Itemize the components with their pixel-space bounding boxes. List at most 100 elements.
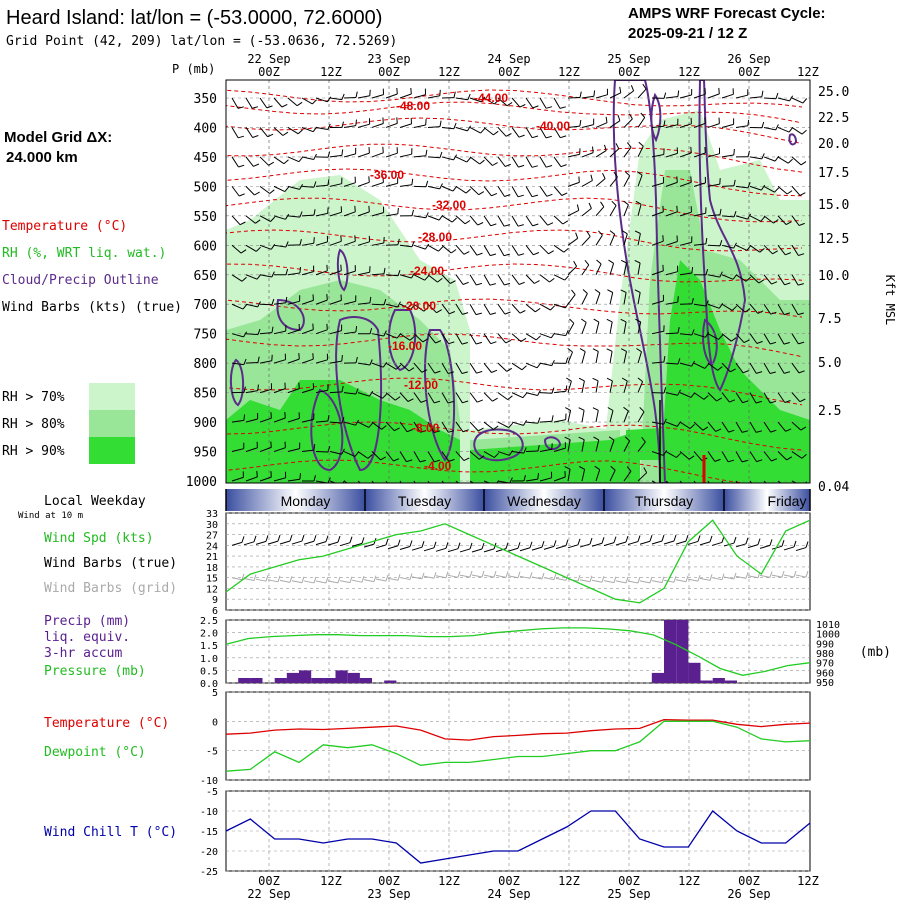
wind-barb-10m-flag xyxy=(433,541,437,548)
wind-barb-staff xyxy=(231,419,244,423)
wind-barb-flag xyxy=(761,121,765,128)
wind-barb-staff xyxy=(651,361,664,364)
wind-barb-flag xyxy=(567,347,573,353)
wind-barb-staff xyxy=(595,94,608,99)
wind-barb-grid-flag xyxy=(457,571,461,578)
wind-barb xyxy=(735,213,752,220)
wind-barb-flag xyxy=(368,176,370,183)
wind-barb-staff xyxy=(371,451,381,461)
wind-barb-staff xyxy=(637,472,648,482)
wind-barb-10m-flag xyxy=(577,538,581,545)
wind-barb-10m-flag xyxy=(589,537,593,545)
top-time-label: 12Z xyxy=(678,65,700,79)
wind-barb-staff xyxy=(595,380,599,393)
wind-barb xyxy=(273,241,289,248)
wind-barb xyxy=(427,151,443,159)
wind-barb-staff xyxy=(623,146,632,158)
wind-barb-staff xyxy=(637,204,642,216)
wind-barb-staff xyxy=(511,451,524,454)
wind-barb-staff xyxy=(679,152,692,158)
weekday-label: Wednesday xyxy=(507,493,581,509)
wind-barb-grid-flag xyxy=(481,570,485,578)
wind-barb-flag xyxy=(312,99,317,105)
wind-barb-flag xyxy=(341,355,343,362)
pressure-mb-label: (mb) xyxy=(860,645,891,660)
wind-barb-10m-flag xyxy=(445,542,449,549)
height-tick-label: 10.0 xyxy=(818,269,849,284)
wind-barb-flag xyxy=(797,312,804,316)
wind-barb xyxy=(259,185,275,194)
wind-barb-flag xyxy=(643,467,648,473)
wind-barb-flag xyxy=(282,131,289,136)
wind-barb-staff xyxy=(609,205,617,217)
wind-barb-staff xyxy=(273,330,286,335)
wind-barb-flag xyxy=(537,417,541,424)
pressure-tick-label: 650 xyxy=(194,269,217,284)
wind-barb-flag xyxy=(688,455,695,460)
bottom-date-label: 23 Sep xyxy=(367,887,410,900)
wind-barb-10m-flag xyxy=(421,541,425,548)
wind-barb-staff xyxy=(581,236,591,246)
wind-barb-flag xyxy=(449,311,455,315)
wind-barb-staff xyxy=(497,451,510,456)
pressure-tick-label: 500 xyxy=(194,180,217,195)
wind-barb xyxy=(651,294,664,305)
wind-barb xyxy=(525,127,539,139)
wind-barb xyxy=(273,382,286,394)
wind-barb-flag xyxy=(257,384,259,391)
wind-barb xyxy=(595,201,605,217)
wind-barb-flag xyxy=(475,312,482,316)
wind-barb-flag xyxy=(775,124,779,131)
wind-barb-flag xyxy=(798,341,805,345)
wind-barb xyxy=(245,215,261,224)
wind-barb-flag xyxy=(771,281,778,285)
wind-barb-staff xyxy=(483,392,493,402)
wind-barb-staff xyxy=(273,477,286,482)
windchill-panel: -5-10-15-20-25 xyxy=(200,787,811,878)
wind-barb xyxy=(231,97,244,109)
wind-barb-flag xyxy=(638,141,644,147)
wind-barb-flag xyxy=(733,179,736,186)
wind-barb-staff xyxy=(329,451,342,455)
bottom-time-label: 00Z xyxy=(738,874,760,888)
wind-barb-flag xyxy=(368,422,374,428)
wind-barb-flag xyxy=(447,371,455,374)
wind-barb xyxy=(301,383,314,394)
wind-barb xyxy=(707,362,723,371)
bottom-time-label: 00Z xyxy=(258,874,280,888)
wind-barb xyxy=(609,171,618,187)
wind-barb xyxy=(413,212,429,219)
bottom-time-label: 00Z xyxy=(618,874,640,888)
wind-barb-flag xyxy=(253,163,260,167)
wind-barb-flag xyxy=(268,161,275,166)
wind-barb-flag xyxy=(477,222,484,226)
wind-barb-staff xyxy=(567,439,571,452)
wind-barb-staff xyxy=(511,421,524,426)
wind-barb-flag xyxy=(636,348,642,353)
wind-barb xyxy=(565,407,572,423)
wind-barb-staff xyxy=(777,185,788,195)
wind-barb-grid-flag xyxy=(241,573,245,580)
wind-barb-flag xyxy=(518,134,525,138)
wind-barb-grid xyxy=(471,574,483,578)
wind-barb xyxy=(539,387,555,394)
wind-barb xyxy=(777,245,791,256)
wind-barb xyxy=(637,407,645,423)
wind-barb xyxy=(592,407,599,423)
wind-barb-staff xyxy=(441,274,451,284)
wind-barb-flag xyxy=(593,90,596,97)
wind-barb xyxy=(721,148,735,158)
wind-barb xyxy=(623,466,632,482)
wind-barb xyxy=(749,215,766,222)
wind-barb-flag xyxy=(410,304,416,310)
wind-barb xyxy=(357,235,370,246)
wind-barb-staff xyxy=(539,244,549,255)
temperature-contour xyxy=(226,168,803,197)
main-grid xyxy=(226,80,810,483)
wind-barbs-grid-legend: Wind Barbs (grid) xyxy=(44,581,177,596)
weekday-bar: Monday Tuesday Wednesday Thursday Friday xyxy=(225,489,811,511)
wind-barb-staff xyxy=(637,233,641,246)
wind-barb-staff xyxy=(371,362,384,368)
wind-barb-staff xyxy=(791,186,801,196)
wind-barb-flag xyxy=(745,276,751,282)
